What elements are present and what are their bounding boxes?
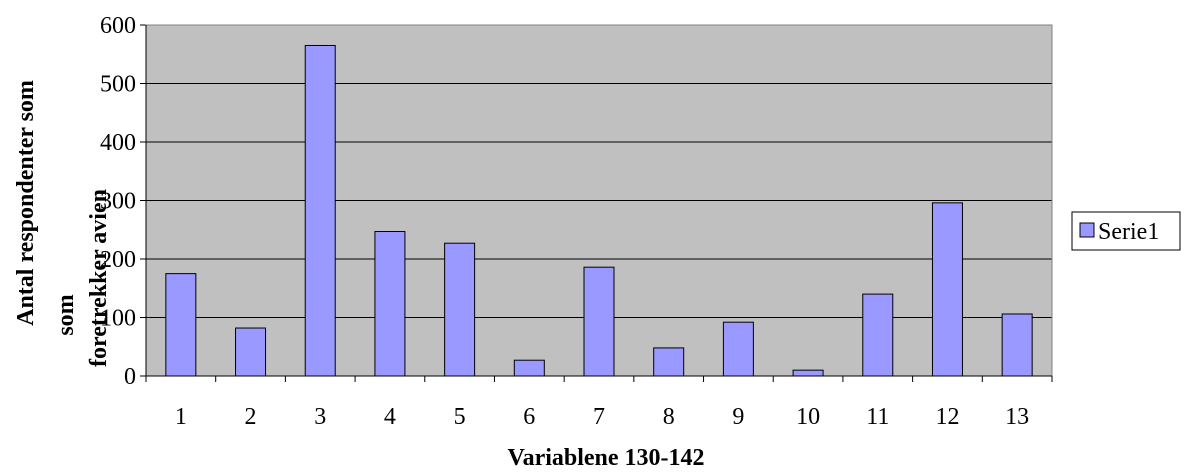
- x-tick-label: 5: [454, 404, 466, 430]
- y-tick-label: 400: [100, 130, 136, 156]
- bar-8: [653, 347, 685, 377]
- x-tick-label: 7: [593, 404, 605, 430]
- axes: [140, 24, 1053, 382]
- y-tick-labels: 0 100 200 300 400 500 600: [100, 13, 136, 390]
- x-tick-label: 11: [866, 404, 889, 430]
- bar-7: [583, 266, 615, 377]
- bar-13: [1001, 313, 1033, 377]
- bar-6: [513, 359, 545, 377]
- bar-4: [374, 231, 406, 377]
- y-axis-title-line-2: som: [53, 294, 79, 335]
- y-tick-label: 0: [124, 364, 136, 390]
- y-tick-label: 500: [100, 72, 136, 98]
- x-tick-label: 8: [663, 404, 675, 430]
- x-tick-labels: 1 2 3 4 5 6 7 8 9 10 11 12 13: [175, 404, 1029, 430]
- y-tick-label: 200: [100, 247, 136, 273]
- bar-9: [722, 321, 754, 377]
- bar-2: [235, 327, 267, 377]
- bars: [165, 44, 1033, 377]
- x-tick-label: 2: [245, 404, 257, 430]
- y-tick-label: 300: [100, 189, 136, 215]
- y-tick-label: 100: [100, 306, 136, 332]
- x-tick-label: 4: [384, 404, 396, 430]
- x-axis-title: Variablene 130-142: [507, 445, 704, 471]
- x-tick-label: 13: [1005, 404, 1029, 430]
- x-tick-label: 3: [314, 404, 326, 430]
- legend: Serie1: [1071, 211, 1181, 251]
- x-tick-label: 9: [732, 404, 744, 430]
- x-tick-label: 6: [523, 404, 535, 430]
- x-tick-label: 12: [935, 404, 959, 430]
- y-axis-title-line-3: foretrekker avien: [86, 189, 112, 367]
- bar-3: [304, 44, 336, 377]
- y-tick-label: 600: [100, 13, 136, 39]
- bar-11: [862, 293, 894, 377]
- bar-12: [931, 202, 963, 377]
- legend-swatch-serie1: [1079, 222, 1095, 238]
- x-tick-label: 1: [175, 404, 187, 430]
- y-axis-title-line-1: Antal respondenter som: [13, 80, 39, 326]
- bar-1: [165, 273, 197, 377]
- legend-label-serie1: Serie1: [1098, 219, 1159, 245]
- bar-5: [444, 242, 476, 377]
- x-tick-label: 10: [796, 404, 820, 430]
- bar-10: [792, 369, 824, 377]
